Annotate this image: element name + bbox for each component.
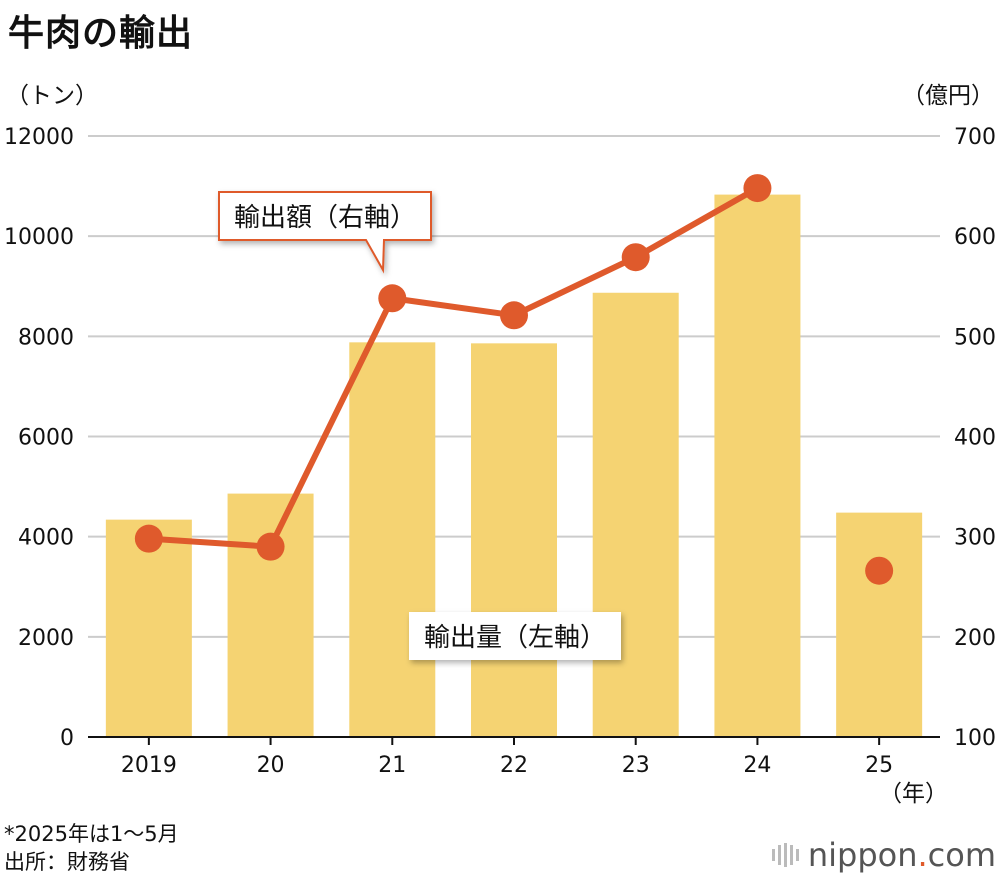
left-tick-label: 4000 (18, 526, 74, 551)
volume-bar (227, 493, 314, 737)
footnote-period: *2025年は1～5月 (4, 822, 179, 846)
x-tick-label: 22 (500, 753, 528, 778)
right-tick-label: 500 (954, 325, 996, 350)
x-axis-unit: （年） (879, 781, 948, 807)
callout-box (409, 612, 621, 660)
right-tick-label: 300 (954, 526, 996, 551)
right-axis-unit: （億円） (902, 83, 994, 109)
right-tick-label: 100 (954, 726, 996, 751)
x-tick-label: 21 (378, 753, 406, 778)
value-point (378, 284, 407, 313)
volume-bar (592, 292, 679, 737)
line-series-callout: 輸出額（右軸） (218, 191, 432, 274)
callout-box (218, 191, 432, 274)
left-tick-label: 12000 (4, 125, 74, 150)
value-point (621, 243, 650, 272)
left-axis-unit: （トン） (6, 83, 98, 109)
volume-bar (714, 194, 801, 737)
value-point (500, 301, 528, 330)
left-tick-label: 10000 (4, 225, 74, 250)
value-line (148, 185, 759, 550)
left-tick-label: 8000 (18, 325, 74, 350)
right-tick-label: 400 (954, 426, 996, 451)
right-tick-label: 200 (954, 626, 996, 651)
left-tick-label: 2000 (18, 626, 74, 651)
volume-bar (349, 342, 436, 737)
x-tick-label: 23 (622, 753, 650, 778)
logo-name: nippon (807, 836, 918, 874)
left-tick-label: 0 (60, 726, 74, 751)
line-series-label: 輸出額（右軸） (234, 203, 416, 233)
value-point (865, 556, 894, 585)
logo-tld: com (927, 836, 996, 874)
x-tick-label: 25 (865, 753, 893, 778)
left-tick-label: 6000 (18, 426, 74, 451)
value-point (134, 524, 163, 553)
right-tick-label: 700 (954, 125, 996, 150)
volume-bar (836, 512, 923, 737)
logo-dot: . (917, 836, 928, 874)
bar-series-callout: 輸出量（左軸） (409, 612, 621, 660)
right-tick-label: 600 (954, 225, 996, 250)
nippon-logo: nippon.com (770, 836, 996, 874)
volume-bar (105, 519, 192, 737)
bar-series-label: 輸出量（左軸） (424, 623, 606, 653)
value-point (743, 174, 772, 203)
x-tick-label: 20 (257, 753, 285, 778)
footnote-source: 出所：財務省 (4, 850, 130, 874)
chart-title: 牛肉の輸出 (8, 13, 194, 54)
x-tick-label: 2019 (121, 753, 177, 778)
x-tick-label: 24 (743, 753, 771, 778)
volume-bar (471, 343, 557, 737)
value-point (256, 532, 285, 561)
logo-mark-icon (771, 843, 799, 867)
